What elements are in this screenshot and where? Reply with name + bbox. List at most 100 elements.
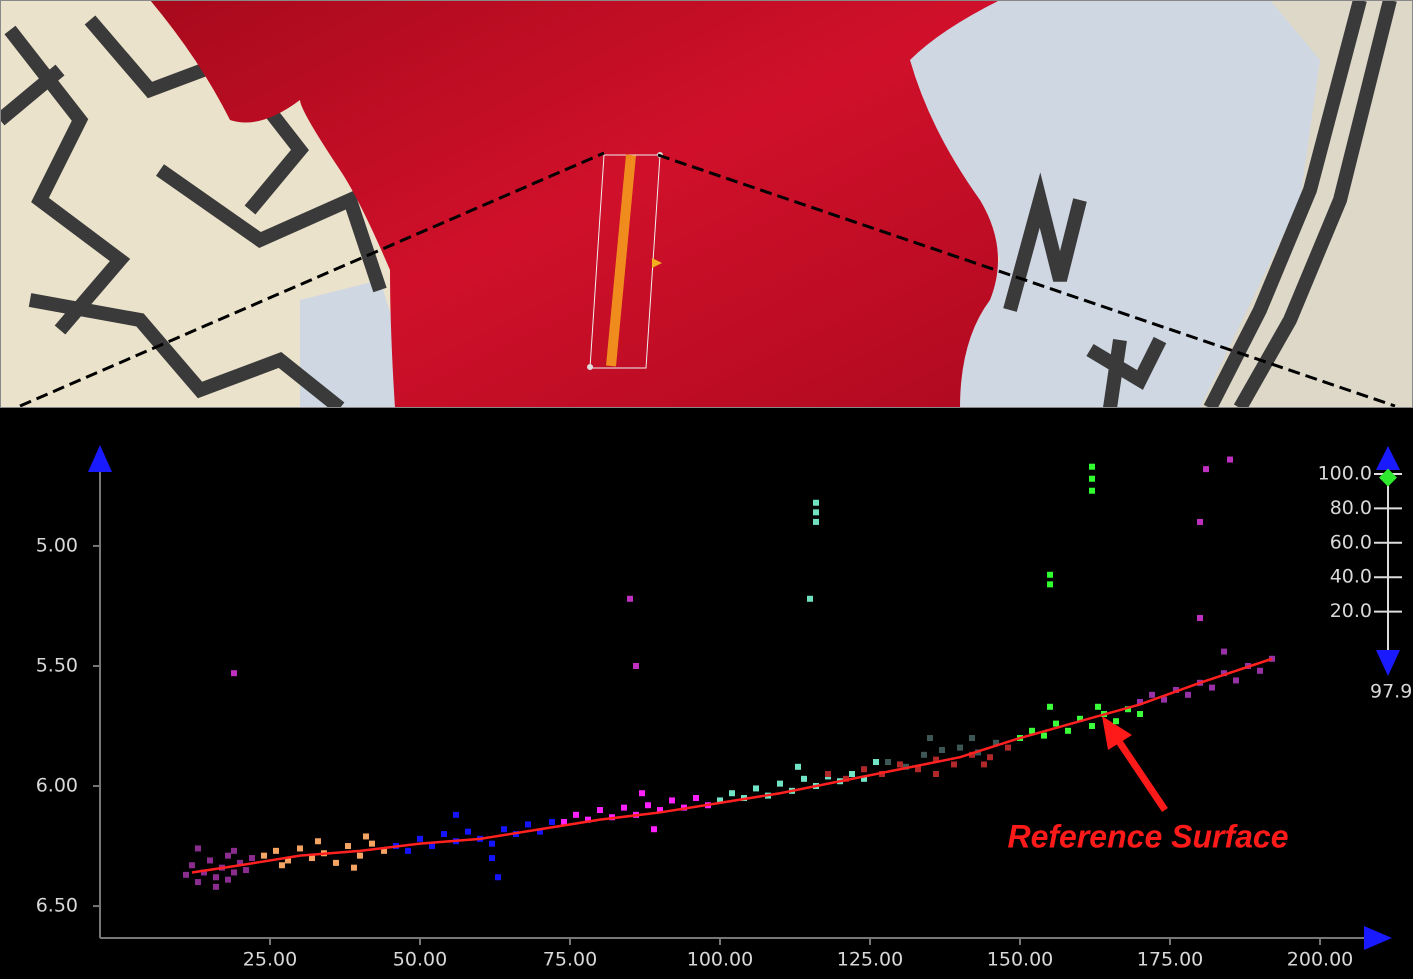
point bbox=[933, 771, 939, 777]
point bbox=[669, 797, 675, 803]
point bbox=[573, 812, 579, 818]
point bbox=[225, 877, 231, 883]
point bbox=[525, 821, 531, 827]
point bbox=[489, 841, 495, 847]
point bbox=[279, 862, 285, 868]
x-tick-label: 150.00 bbox=[987, 949, 1053, 971]
point bbox=[1089, 464, 1095, 470]
point bbox=[1221, 649, 1227, 655]
point bbox=[753, 785, 759, 791]
point bbox=[405, 848, 411, 854]
point bbox=[1203, 466, 1209, 472]
point bbox=[495, 874, 501, 880]
point bbox=[1053, 721, 1059, 727]
point bbox=[897, 761, 903, 767]
point bbox=[225, 853, 231, 859]
point bbox=[597, 807, 603, 813]
point bbox=[261, 853, 267, 859]
slider-value-label: 97.9 bbox=[1370, 681, 1412, 703]
point bbox=[969, 735, 975, 741]
point bbox=[813, 509, 819, 515]
point bbox=[795, 764, 801, 770]
point bbox=[807, 596, 813, 602]
x-tick-label: 50.00 bbox=[393, 949, 447, 971]
point bbox=[825, 771, 831, 777]
point bbox=[1095, 704, 1101, 710]
point bbox=[333, 860, 339, 866]
point bbox=[213, 874, 219, 880]
point bbox=[1089, 723, 1095, 729]
y-tick-label: 5.00 bbox=[36, 534, 78, 556]
point bbox=[501, 826, 507, 832]
point bbox=[633, 663, 639, 669]
point bbox=[927, 735, 933, 741]
x-tick-label: 75.00 bbox=[543, 949, 597, 971]
slider-tick-label: 80.0 bbox=[1330, 497, 1372, 519]
point bbox=[873, 759, 879, 765]
point bbox=[273, 848, 279, 854]
slider-tick-label: 60.0 bbox=[1330, 531, 1372, 553]
point bbox=[813, 500, 819, 506]
point bbox=[189, 862, 195, 868]
point bbox=[231, 670, 237, 676]
point bbox=[1257, 668, 1263, 674]
point bbox=[1137, 711, 1143, 717]
y-tick-label: 6.50 bbox=[36, 895, 78, 917]
point bbox=[813, 519, 819, 525]
x-tick-label: 175.00 bbox=[1137, 949, 1203, 971]
point bbox=[921, 752, 927, 758]
point bbox=[549, 819, 555, 825]
point bbox=[729, 790, 735, 796]
point bbox=[801, 776, 807, 782]
point bbox=[957, 745, 963, 751]
point bbox=[1197, 519, 1203, 525]
point bbox=[315, 838, 321, 844]
point bbox=[951, 761, 957, 767]
point bbox=[1185, 692, 1191, 698]
point bbox=[1227, 457, 1233, 463]
point bbox=[693, 795, 699, 801]
point bbox=[345, 843, 351, 849]
point bbox=[441, 831, 447, 837]
point bbox=[195, 845, 201, 851]
point bbox=[363, 833, 369, 839]
point bbox=[651, 826, 657, 832]
point bbox=[621, 805, 627, 811]
point bbox=[1089, 488, 1095, 494]
point bbox=[357, 853, 363, 859]
point bbox=[243, 867, 249, 873]
point bbox=[231, 869, 237, 875]
point bbox=[645, 802, 651, 808]
point bbox=[1047, 704, 1053, 710]
point bbox=[861, 766, 867, 772]
y-tick-label: 5.50 bbox=[36, 654, 78, 676]
slider-tick-label: 100.0 bbox=[1318, 463, 1372, 485]
point bbox=[981, 761, 987, 767]
point bbox=[1005, 745, 1011, 751]
point bbox=[351, 865, 357, 871]
point bbox=[777, 781, 783, 787]
point bbox=[1047, 581, 1053, 587]
point bbox=[1233, 677, 1239, 683]
point bbox=[1209, 685, 1215, 691]
point bbox=[231, 848, 237, 854]
point bbox=[627, 596, 633, 602]
point bbox=[1113, 718, 1119, 724]
point bbox=[465, 829, 471, 835]
point bbox=[639, 790, 645, 796]
map-view bbox=[0, 0, 1413, 408]
point bbox=[183, 872, 189, 878]
point bbox=[453, 812, 459, 818]
point bbox=[369, 841, 375, 847]
screen: Reference Surface 25.0050.0075.00100.001… bbox=[0, 0, 1413, 979]
profile-panel bbox=[0, 408, 1413, 979]
annotation-text: Reference Surface bbox=[1007, 818, 1288, 854]
point bbox=[417, 836, 423, 842]
point bbox=[987, 754, 993, 760]
point bbox=[1089, 476, 1095, 482]
point bbox=[1047, 572, 1053, 578]
x-tick-label: 25.00 bbox=[243, 949, 297, 971]
point bbox=[849, 771, 855, 777]
point bbox=[939, 747, 945, 753]
point bbox=[207, 857, 213, 863]
